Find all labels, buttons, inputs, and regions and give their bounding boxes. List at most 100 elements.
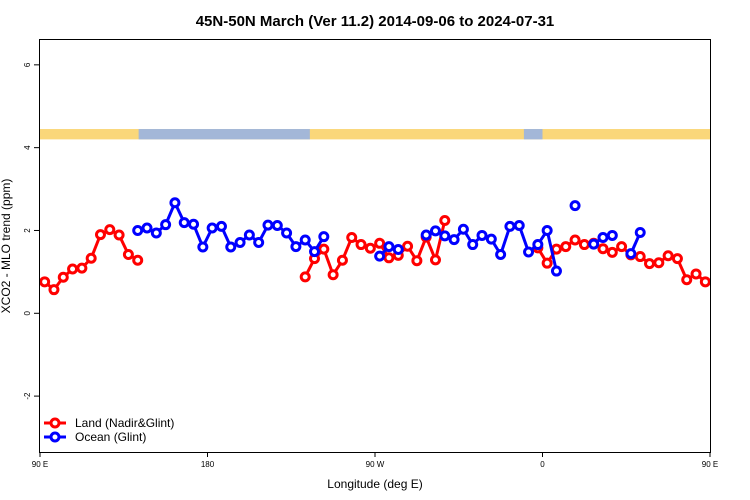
data-point [355, 239, 367, 251]
data-point [225, 241, 237, 253]
data-point [625, 248, 637, 260]
ocean-band [138, 129, 310, 140]
data-point [346, 232, 358, 244]
data-point [495, 248, 507, 260]
data-point [569, 200, 581, 212]
data-point [597, 232, 609, 244]
data-point [253, 236, 265, 248]
legend-land-label: Land (Nadir&Glint) [75, 416, 174, 430]
data-point [94, 229, 106, 241]
data-point [644, 258, 656, 270]
data-point [104, 224, 116, 236]
land-ocean-strip [40, 129, 710, 140]
data-point [429, 254, 441, 266]
data-point [681, 274, 693, 286]
data-point [448, 234, 460, 246]
data-point [523, 246, 535, 258]
data-point [560, 241, 572, 253]
legend-land-marker [49, 417, 61, 429]
legend-ocean-marker [49, 431, 61, 443]
y-tick-label: 2 [23, 228, 32, 233]
data-point [262, 219, 274, 231]
data-point [271, 220, 283, 232]
data-point [178, 217, 190, 229]
data-point [485, 233, 497, 245]
data-point [57, 271, 69, 283]
data-point [541, 224, 553, 236]
data-point [206, 222, 218, 234]
data-point [48, 284, 60, 296]
data-point [141, 222, 153, 234]
data-point [150, 227, 162, 239]
data-point [532, 239, 544, 251]
data-point [439, 215, 451, 227]
data-point [234, 236, 246, 248]
data-point [318, 243, 330, 255]
data-point [411, 255, 423, 267]
x-tick-label: 180 [201, 460, 215, 469]
data-point [197, 241, 209, 253]
data-point [374, 250, 386, 262]
y-tick-label: 0 [23, 311, 32, 316]
y-tick-label: -2 [23, 392, 32, 400]
data-point [588, 238, 600, 250]
data-point [132, 254, 144, 266]
data-point [327, 269, 339, 281]
data-point [67, 263, 79, 275]
y-tick-label: 6 [23, 62, 32, 67]
data-point [541, 257, 553, 269]
data-point [318, 231, 330, 243]
data-point [243, 229, 255, 241]
y-tick-label: 4 [23, 145, 32, 150]
data-point [662, 250, 674, 262]
data-point [476, 229, 488, 241]
data-point [653, 257, 665, 269]
data-point [132, 224, 144, 236]
data-point [467, 239, 479, 251]
x-axis: 90 E 180 90 W 0 90 E [32, 452, 718, 469]
series-ocean [132, 197, 646, 277]
data-point [429, 225, 441, 237]
y-axis: -2 0 2 4 6 [23, 62, 40, 400]
data-point [383, 241, 395, 253]
data-point [690, 268, 702, 280]
chart-title: 45N-50N March (Ver 11.2) 2014-09-06 to 2… [196, 13, 555, 30]
land-band [40, 129, 710, 140]
x-tick-label: 0 [540, 460, 545, 469]
data-point [606, 246, 618, 258]
data-point [550, 265, 562, 277]
x-axis-label: Longitude (deg E) [327, 477, 422, 491]
data-point [290, 241, 302, 253]
data-point [122, 248, 134, 260]
data-point [457, 223, 469, 235]
data-point [188, 218, 200, 230]
data-point [299, 234, 311, 246]
data-point [113, 229, 125, 241]
data-point [550, 243, 562, 255]
data-point [513, 220, 525, 232]
data-point [699, 276, 711, 288]
data-point [420, 229, 432, 241]
data-point [671, 253, 683, 265]
data-point [364, 242, 376, 254]
legend: Land (Nadir&Glint) Ocean (Glint) [44, 416, 174, 444]
data-point [578, 239, 590, 251]
data-point [402, 240, 414, 252]
legend-ocean-label: Ocean (Glint) [75, 430, 146, 444]
data-point [616, 241, 628, 253]
data-point [281, 227, 293, 239]
data-point [374, 237, 386, 249]
data-point [160, 219, 172, 231]
data-point [76, 262, 88, 274]
data-point [606, 229, 618, 241]
data-point [383, 252, 395, 264]
x-tick-label: 90 W [366, 460, 385, 469]
data-point [597, 243, 609, 255]
data-point [392, 244, 404, 256]
ocean-band [523, 129, 543, 140]
series-layer [39, 197, 711, 296]
data-point [215, 220, 227, 232]
data-point [299, 271, 311, 283]
x-tick-label: 90 E [702, 460, 718, 469]
